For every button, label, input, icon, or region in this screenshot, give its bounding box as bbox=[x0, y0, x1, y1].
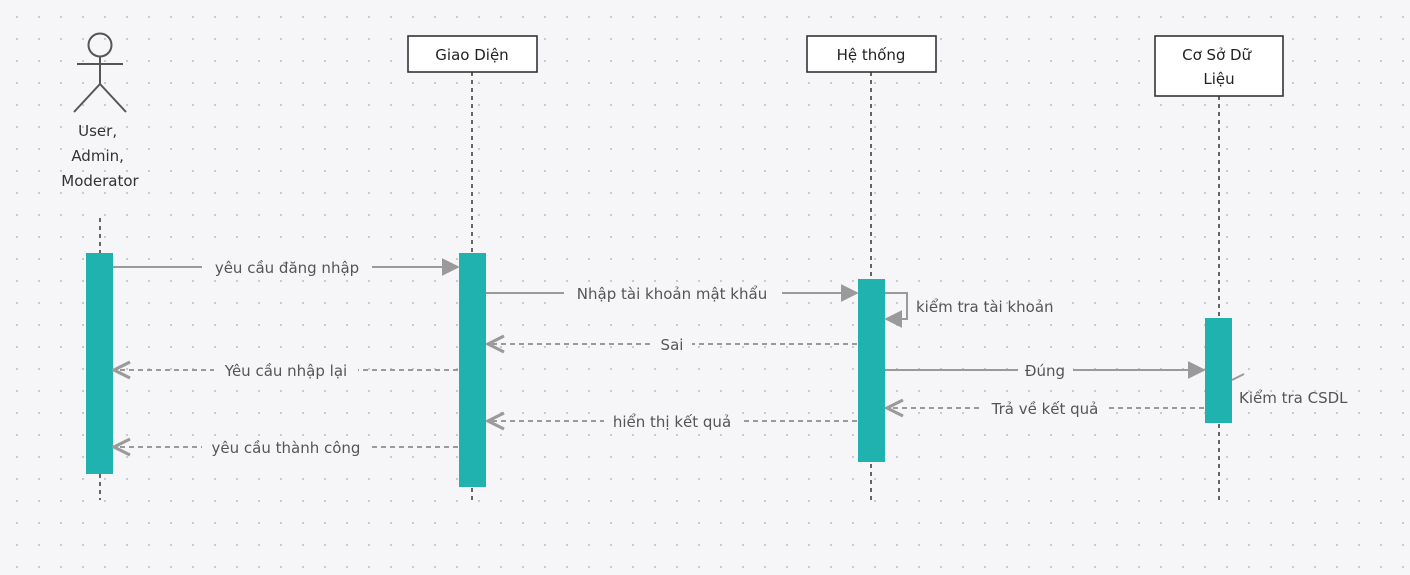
svg-text:kiểm tra tài khoản: kiểm tra tài khoản bbox=[916, 298, 1054, 316]
svg-text:hiển thị kết quả: hiển thị kết quả bbox=[613, 413, 731, 431]
svg-text:Sai: Sai bbox=[661, 336, 684, 354]
message-kiem-tra-csdl: Kiểm tra CSDL bbox=[1231, 373, 1348, 407]
svg-text:Yêu cầu nhập lại: Yêu cầu nhập lại bbox=[224, 362, 347, 380]
participant-giao-dien: Giao Diện bbox=[407, 35, 538, 73]
message-sai: Sai bbox=[488, 333, 857, 355]
participant-co-so-du-lieu-label: Cơ Sở Dữ Liệu bbox=[1182, 46, 1256, 88]
message-yeu-cau-nhap-lai: Yêu cầu nhập lại bbox=[114, 359, 458, 381]
message-dung: Đúng bbox=[885, 359, 1206, 381]
actor-label: User, Admin, Moderator bbox=[61, 122, 139, 190]
activation-co-so-du-lieu bbox=[1205, 318, 1232, 423]
actor-stick-figure-icon bbox=[73, 32, 127, 113]
activation-actor bbox=[86, 253, 113, 474]
svg-text:yêu cầu đăng nhập: yêu cầu đăng nhập bbox=[215, 259, 359, 277]
participant-giao-dien-label: Giao Diện bbox=[435, 46, 508, 64]
message-kiem-tra-tai-khoan: kiểm tra tài khoản bbox=[884, 292, 1054, 328]
svg-text:Kiểm tra CSDL: Kiểm tra CSDL bbox=[1239, 389, 1348, 407]
activation-giao-dien bbox=[459, 253, 486, 487]
svg-text:Đúng: Đúng bbox=[1025, 362, 1065, 380]
message-yeu-cau-dang-nhap: yêu cầu đăng nhập bbox=[113, 256, 460, 278]
participant-co-so-du-lieu: Cơ Sở Dữ Liệu bbox=[1154, 35, 1284, 97]
message-tra-ve-ket-qua: Trả về kết quả bbox=[887, 397, 1204, 419]
activation-he-thong bbox=[858, 279, 885, 462]
participant-he-thong: Hệ thống bbox=[806, 35, 937, 73]
svg-text:yêu cầu thành công: yêu cầu thành công bbox=[212, 439, 361, 457]
svg-text:Nhập tài khoản mật khẩu: Nhập tài khoản mật khẩu bbox=[577, 285, 767, 303]
message-yeu-cau-thanh-cong: yêu cầu thành công bbox=[114, 436, 458, 458]
svg-text:Trả về kết quả: Trả về kết quả bbox=[991, 400, 1099, 418]
message-nhap-tai-khoan-mat-khau: Nhập tài khoản mật khẩu bbox=[486, 282, 859, 304]
message-hien-thi-ket-qua: hiển thị kết quả bbox=[488, 410, 857, 432]
participant-he-thong-label: Hệ thống bbox=[837, 46, 906, 64]
